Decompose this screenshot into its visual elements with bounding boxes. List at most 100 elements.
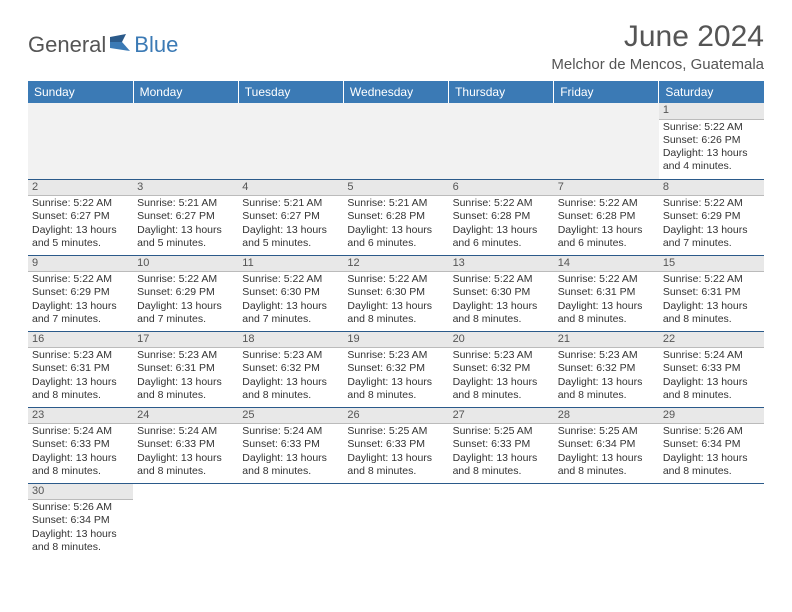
daylight-text: Daylight: 13 hours and 8 minutes.	[453, 376, 550, 402]
day-cell: 16Sunrise: 5:23 AMSunset: 6:31 PMDayligh…	[28, 331, 133, 407]
day-details: Sunrise: 5:25 AMSunset: 6:33 PMDaylight:…	[343, 424, 448, 480]
daylight-text: Daylight: 13 hours and 8 minutes.	[32, 528, 129, 554]
daylight-text: Daylight: 13 hours and 8 minutes.	[558, 300, 655, 326]
sunrise-text: Sunrise: 5:25 AM	[347, 425, 444, 438]
day-number: 29	[659, 408, 764, 425]
page-title: June 2024	[551, 20, 764, 54]
sunset-text: Sunset: 6:28 PM	[347, 210, 444, 223]
weekday-header: Wednesday	[343, 81, 448, 103]
day-details: Sunrise: 5:22 AMSunset: 6:30 PMDaylight:…	[449, 272, 554, 328]
weekday-header: Sunday	[28, 81, 133, 103]
sunrise-text: Sunrise: 5:26 AM	[663, 425, 760, 438]
day-number: 8	[659, 180, 764, 197]
day-number: 21	[554, 332, 659, 349]
day-details: Sunrise: 5:22 AMSunset: 6:28 PMDaylight:…	[554, 196, 659, 252]
day-number: 7	[554, 180, 659, 197]
day-number: 2	[28, 180, 133, 197]
day-number: 5	[343, 180, 448, 197]
sunset-text: Sunset: 6:34 PM	[558, 438, 655, 451]
day-number: 27	[449, 408, 554, 425]
day-cell: 24Sunrise: 5:24 AMSunset: 6:33 PMDayligh…	[133, 407, 238, 483]
header-right: June 2024 Melchor de Mencos, Guatemala	[551, 20, 764, 73]
day-number: 6	[449, 180, 554, 197]
daylight-text: Daylight: 13 hours and 8 minutes.	[137, 452, 234, 478]
day-details: Sunrise: 5:21 AMSunset: 6:27 PMDaylight:…	[133, 196, 238, 252]
sunset-text: Sunset: 6:32 PM	[242, 362, 339, 375]
day-number: 23	[28, 408, 133, 425]
day-number: 22	[659, 332, 764, 349]
sunrise-text: Sunrise: 5:23 AM	[347, 349, 444, 362]
daylight-text: Daylight: 13 hours and 8 minutes.	[453, 300, 550, 326]
sunrise-text: Sunrise: 5:22 AM	[32, 273, 129, 286]
day-cell: 10Sunrise: 5:22 AMSunset: 6:29 PMDayligh…	[133, 255, 238, 331]
sunset-text: Sunset: 6:33 PM	[663, 362, 760, 375]
day-details: Sunrise: 5:23 AMSunset: 6:31 PMDaylight:…	[133, 348, 238, 404]
daylight-text: Daylight: 13 hours and 8 minutes.	[663, 376, 760, 402]
sunrise-text: Sunrise: 5:24 AM	[663, 349, 760, 362]
day-number: 17	[133, 332, 238, 349]
day-details: Sunrise: 5:22 AMSunset: 6:26 PMDaylight:…	[659, 120, 764, 176]
day-number: 9	[28, 256, 133, 273]
day-details: Sunrise: 5:23 AMSunset: 6:32 PMDaylight:…	[238, 348, 343, 404]
daylight-text: Daylight: 13 hours and 8 minutes.	[32, 452, 129, 478]
sunset-text: Sunset: 6:31 PM	[663, 286, 760, 299]
sunrise-text: Sunrise: 5:22 AM	[663, 273, 760, 286]
day-details: Sunrise: 5:21 AMSunset: 6:27 PMDaylight:…	[238, 196, 343, 252]
day-number: 18	[238, 332, 343, 349]
weekday-header: Tuesday	[238, 81, 343, 103]
sunrise-text: Sunrise: 5:21 AM	[137, 197, 234, 210]
day-details: Sunrise: 5:22 AMSunset: 6:27 PMDaylight:…	[28, 196, 133, 252]
day-number: 26	[343, 408, 448, 425]
calendar-head: SundayMondayTuesdayWednesdayThursdayFrid…	[28, 81, 764, 103]
weekday-header: Friday	[554, 81, 659, 103]
day-number: 30	[28, 484, 133, 501]
day-number: 16	[28, 332, 133, 349]
empty-cell	[449, 483, 554, 559]
day-cell: 22Sunrise: 5:24 AMSunset: 6:33 PMDayligh…	[659, 331, 764, 407]
day-number: 15	[659, 256, 764, 273]
sunset-text: Sunset: 6:30 PM	[242, 286, 339, 299]
weekday-header: Thursday	[449, 81, 554, 103]
sunrise-text: Sunrise: 5:26 AM	[32, 501, 129, 514]
daylight-text: Daylight: 13 hours and 6 minutes.	[558, 224, 655, 250]
day-number: 3	[133, 180, 238, 197]
sunrise-text: Sunrise: 5:22 AM	[663, 121, 760, 134]
daylight-text: Daylight: 13 hours and 7 minutes.	[663, 224, 760, 250]
sunset-text: Sunset: 6:33 PM	[32, 438, 129, 451]
day-details: Sunrise: 5:25 AMSunset: 6:34 PMDaylight:…	[554, 424, 659, 480]
day-cell: 1Sunrise: 5:22 AMSunset: 6:26 PMDaylight…	[659, 103, 764, 179]
sunset-text: Sunset: 6:31 PM	[558, 286, 655, 299]
sunset-text: Sunset: 6:28 PM	[558, 210, 655, 223]
empty-cell	[133, 483, 238, 559]
day-details: Sunrise: 5:23 AMSunset: 6:31 PMDaylight:…	[28, 348, 133, 404]
day-cell: 5Sunrise: 5:21 AMSunset: 6:28 PMDaylight…	[343, 179, 448, 255]
day-number: 19	[343, 332, 448, 349]
sunrise-text: Sunrise: 5:21 AM	[242, 197, 339, 210]
flag-icon	[110, 34, 132, 57]
sunrise-text: Sunrise: 5:22 AM	[137, 273, 234, 286]
sunset-text: Sunset: 6:26 PM	[663, 134, 760, 147]
daylight-text: Daylight: 13 hours and 7 minutes.	[242, 300, 339, 326]
sunrise-text: Sunrise: 5:22 AM	[558, 273, 655, 286]
empty-cell	[659, 483, 764, 559]
day-number: 13	[449, 256, 554, 273]
daylight-text: Daylight: 13 hours and 8 minutes.	[558, 376, 655, 402]
day-cell: 9Sunrise: 5:22 AMSunset: 6:29 PMDaylight…	[28, 255, 133, 331]
day-details: Sunrise: 5:22 AMSunset: 6:30 PMDaylight:…	[238, 272, 343, 328]
day-cell: 27Sunrise: 5:25 AMSunset: 6:33 PMDayligh…	[449, 407, 554, 483]
sunset-text: Sunset: 6:32 PM	[453, 362, 550, 375]
sunset-text: Sunset: 6:34 PM	[32, 514, 129, 527]
logo-text-general: General	[28, 32, 106, 58]
daylight-text: Daylight: 13 hours and 5 minutes.	[137, 224, 234, 250]
day-cell: 4Sunrise: 5:21 AMSunset: 6:27 PMDaylight…	[238, 179, 343, 255]
day-details: Sunrise: 5:22 AMSunset: 6:28 PMDaylight:…	[449, 196, 554, 252]
weekday-header: Saturday	[659, 81, 764, 103]
sunrise-text: Sunrise: 5:23 AM	[32, 349, 129, 362]
day-cell: 8Sunrise: 5:22 AMSunset: 6:29 PMDaylight…	[659, 179, 764, 255]
daylight-text: Daylight: 13 hours and 8 minutes.	[242, 452, 339, 478]
day-details: Sunrise: 5:23 AMSunset: 6:32 PMDaylight:…	[343, 348, 448, 404]
sunrise-text: Sunrise: 5:22 AM	[558, 197, 655, 210]
sunrise-text: Sunrise: 5:22 AM	[663, 197, 760, 210]
header: General Blue June 2024 Melchor de Mencos…	[28, 20, 764, 73]
sunrise-text: Sunrise: 5:22 AM	[347, 273, 444, 286]
